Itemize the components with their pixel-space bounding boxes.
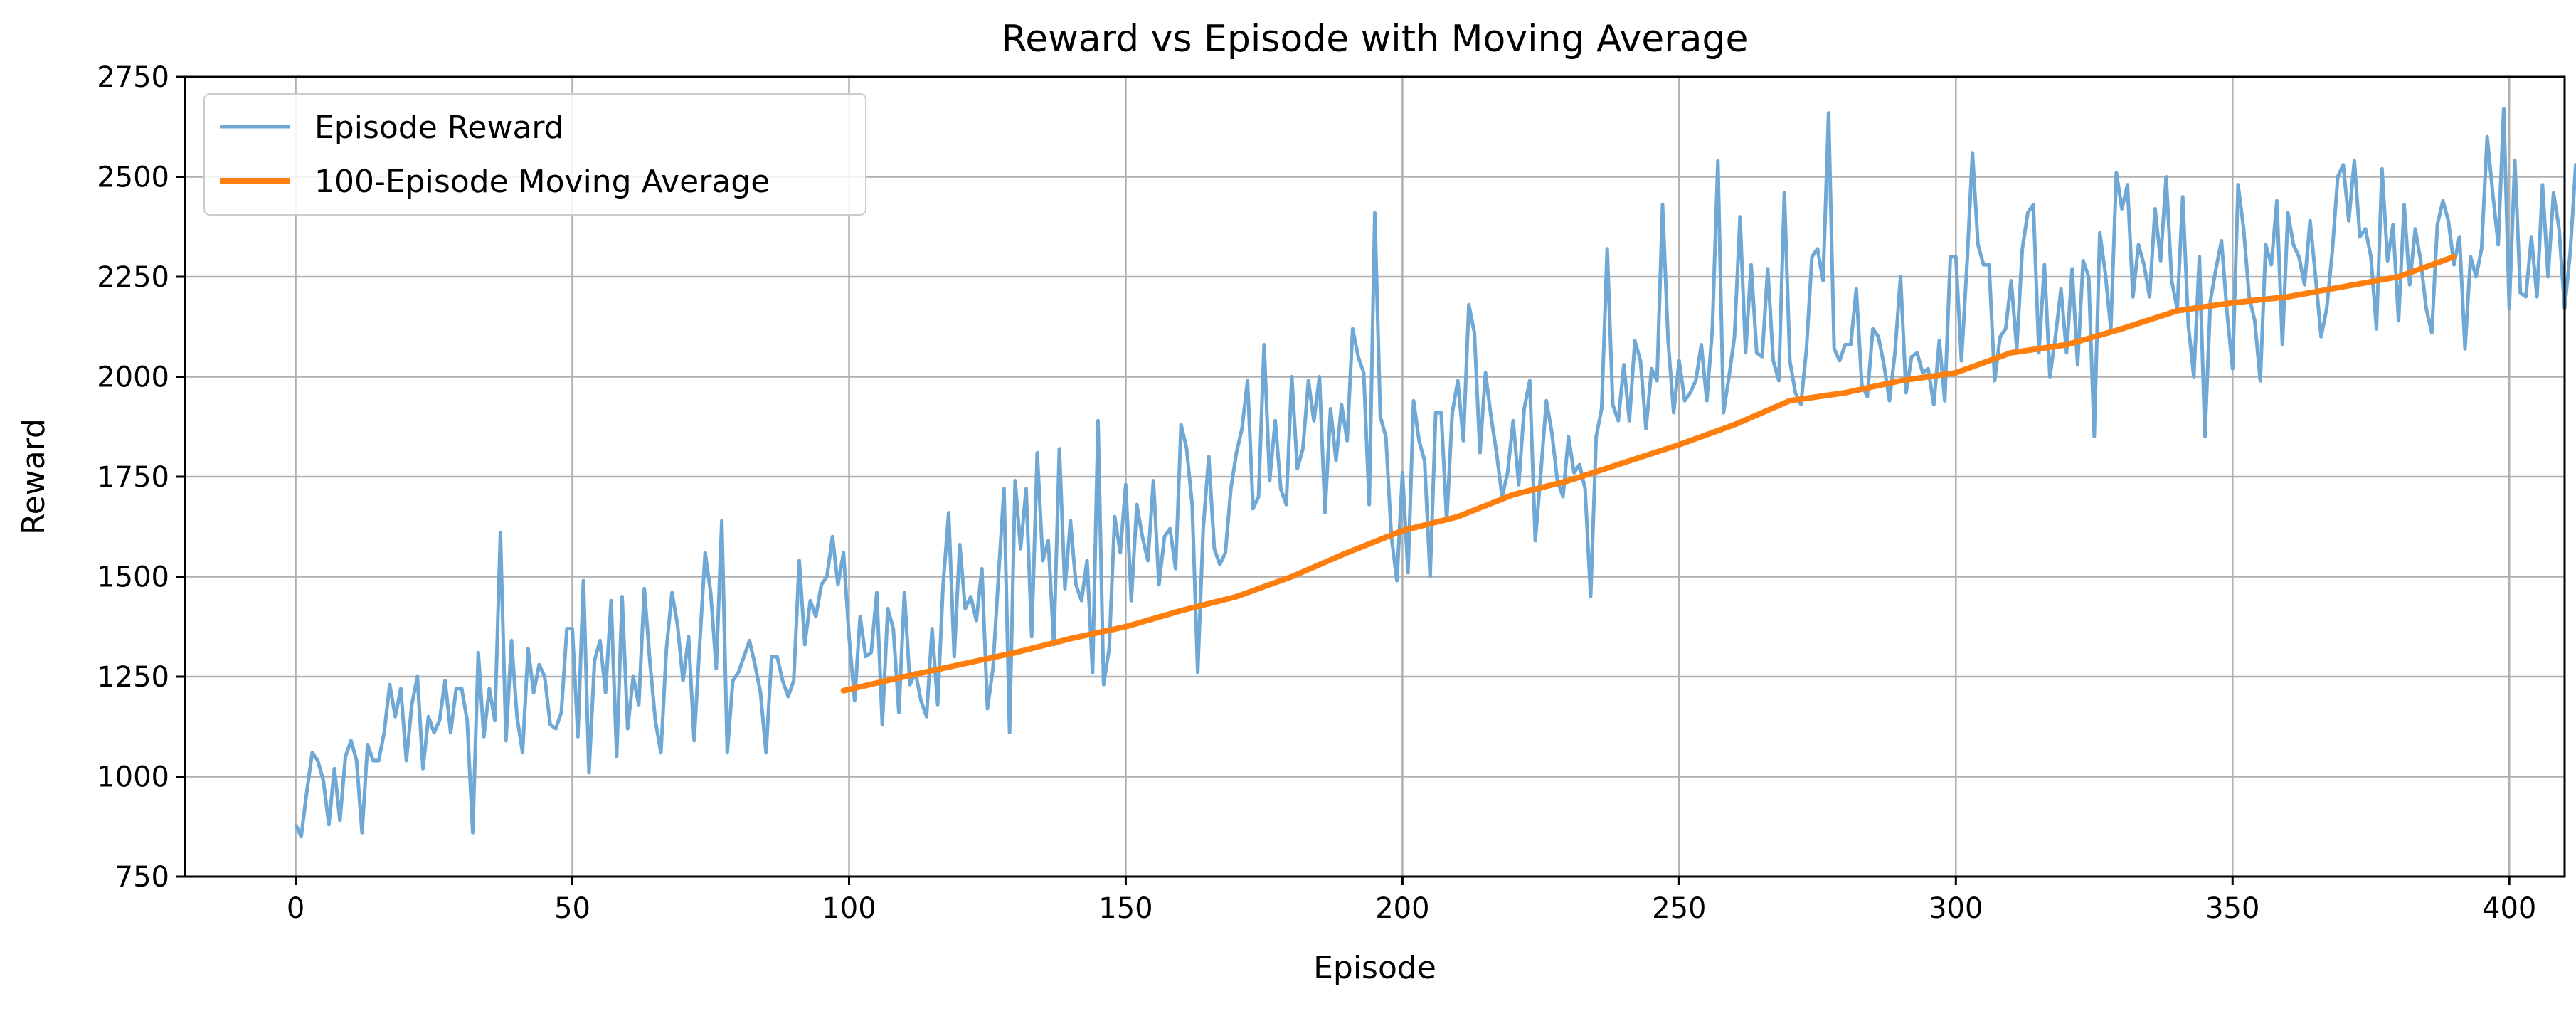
y-tick-label: 2500 <box>97 162 169 194</box>
series-episode-reward-line <box>294 107 2576 839</box>
ticks: 0 50 100 150 200 250 300 350 400 750 1000 1250 1500 1… <box>97 61 2536 925</box>
x-tick-label: 0 <box>287 892 304 925</box>
x-tick-label: 350 <box>2205 892 2259 925</box>
legend-label-moving-average: 100-Episode Moving Average <box>314 164 770 200</box>
chart-title: Reward vs Episode with Moving Average <box>1001 18 1748 60</box>
series-layer <box>294 107 2576 839</box>
y-tick-label: 1250 <box>97 661 169 694</box>
y-tick-label: 2000 <box>97 361 169 394</box>
y-axis-label: Reward <box>16 418 52 535</box>
y-tick-label: 1750 <box>97 461 169 494</box>
x-tick-label: 200 <box>1375 892 1429 925</box>
x-axis-label: Episode <box>1313 950 1436 986</box>
y-tick-label: 2750 <box>97 61 169 94</box>
x-tick-label: 300 <box>1929 892 1983 925</box>
y-tick-label: 1000 <box>97 761 169 794</box>
x-tick-label: 50 <box>554 892 590 925</box>
x-tick-label: 100 <box>822 892 876 925</box>
legend: Episode Reward 100-Episode Moving Averag… <box>203 93 866 216</box>
x-tick-label: 400 <box>2482 892 2536 925</box>
series-moving-average-line <box>840 253 2457 694</box>
y-tick-label: 1500 <box>97 561 169 594</box>
y-tick-label: 750 <box>115 861 169 894</box>
legend-label-episode-reward: Episode Reward <box>314 110 564 146</box>
x-tick-label: 250 <box>1652 892 1706 925</box>
x-tick-label: 150 <box>1098 892 1152 925</box>
legend-box <box>203 93 866 216</box>
y-tick-label: 2250 <box>97 261 169 294</box>
